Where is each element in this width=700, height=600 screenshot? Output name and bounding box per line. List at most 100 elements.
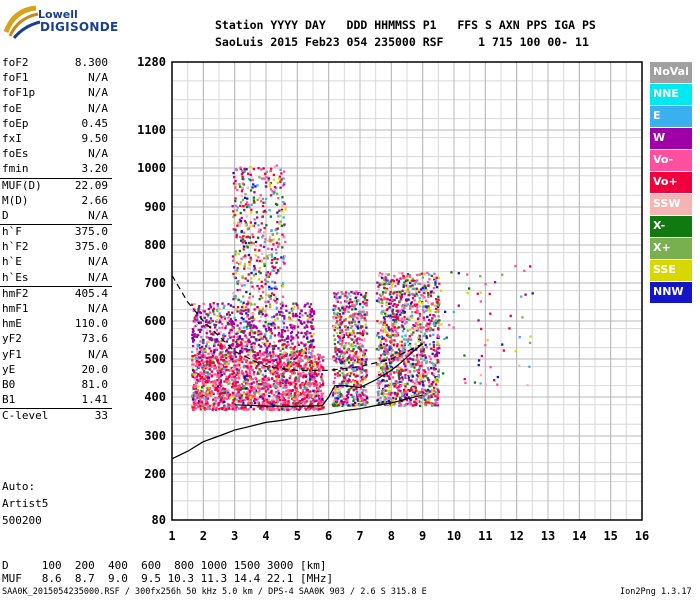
echo-point (236, 400, 239, 403)
echo-point (389, 340, 392, 343)
echo-point (275, 398, 278, 401)
echo-point (407, 375, 410, 378)
echo-point (211, 309, 215, 312)
echo-point (217, 343, 220, 346)
echo-point (416, 400, 420, 403)
echo-point (243, 234, 246, 238)
echo-point (428, 398, 431, 401)
echo-point (419, 338, 422, 341)
echo-point (488, 292, 491, 296)
echo-point (234, 186, 237, 190)
echo-point (334, 400, 337, 403)
echo-point (436, 310, 439, 313)
echo-point (272, 398, 275, 401)
echo-point (279, 214, 282, 217)
echo-point (235, 308, 238, 311)
echo-point (215, 320, 218, 323)
echo-point (277, 401, 280, 404)
echo-point (410, 389, 413, 392)
echo-point (240, 347, 244, 350)
echo-point (211, 391, 214, 394)
param-value: 405.4 (74, 286, 108, 300)
echo-point (248, 236, 252, 239)
echo-point (385, 313, 388, 317)
echo-point (234, 384, 237, 387)
echo-point (401, 378, 404, 381)
echo-point (191, 356, 194, 359)
echo-point (269, 385, 272, 388)
echo-point (200, 366, 204, 369)
echo-point (415, 402, 418, 405)
echo-point (379, 361, 383, 364)
echo-point (191, 350, 194, 354)
echo-point (335, 331, 338, 334)
echo-point (297, 380, 301, 383)
echo-point (348, 372, 351, 375)
echo-point (434, 391, 437, 394)
echo-point (384, 389, 387, 392)
echo-point (205, 365, 208, 368)
echo-point (411, 404, 414, 407)
echo-point (236, 206, 239, 209)
echo-point (423, 379, 426, 383)
echo-point (263, 257, 266, 260)
echo-point (300, 398, 304, 401)
echo-point (303, 349, 306, 352)
echo-point (313, 384, 316, 388)
echo-point (308, 317, 312, 320)
echo-point (333, 308, 337, 311)
echo-point (233, 386, 236, 389)
echo-point (214, 408, 218, 411)
echo-point (202, 352, 205, 355)
echo-point (393, 298, 396, 302)
echo-point (193, 386, 196, 389)
echo-point (225, 340, 228, 343)
echo-point (193, 326, 196, 329)
echo-point (415, 346, 418, 350)
echo-point (420, 288, 423, 291)
echo-point (209, 303, 212, 306)
echo-point (206, 363, 209, 366)
echo-point (192, 401, 195, 404)
echo-point (196, 354, 199, 357)
echo-point (231, 394, 235, 397)
echo-point (239, 393, 242, 396)
echo-point (240, 330, 243, 333)
echo-point (214, 366, 217, 369)
echo-point (309, 313, 312, 316)
echo-point (415, 391, 419, 395)
echo-point (333, 312, 336, 315)
echo-point (363, 298, 366, 302)
echo-point (378, 373, 381, 377)
echo-point (420, 327, 423, 330)
echo-point (427, 388, 430, 392)
echo-point (392, 312, 395, 315)
echo-point (225, 381, 229, 384)
echo-point (201, 406, 204, 409)
echo-point (234, 200, 237, 203)
echo-point (413, 354, 416, 358)
echo-point (351, 315, 354, 319)
echo-point (265, 353, 268, 356)
echo-point (207, 367, 210, 370)
logo-text-digisonde: DIGISONDE (40, 20, 119, 34)
echo-point (260, 337, 263, 340)
echo-point (356, 325, 359, 328)
echo-point (320, 396, 323, 399)
echo-point (336, 391, 340, 394)
echo-point (221, 370, 225, 374)
echo-point (416, 380, 419, 383)
echo-point (383, 309, 386, 313)
echo-point (240, 356, 243, 359)
echo-point (341, 401, 344, 404)
echo-point (281, 374, 284, 378)
echo-point (201, 380, 204, 384)
echo-point (415, 325, 418, 328)
echo-point (228, 344, 232, 347)
echo-point (437, 295, 440, 298)
param-row: h`F2 375.0 (0, 240, 112, 255)
echo-point (242, 317, 245, 321)
echo-point (274, 285, 277, 288)
echo-point (412, 293, 416, 296)
echo-point (301, 389, 305, 392)
